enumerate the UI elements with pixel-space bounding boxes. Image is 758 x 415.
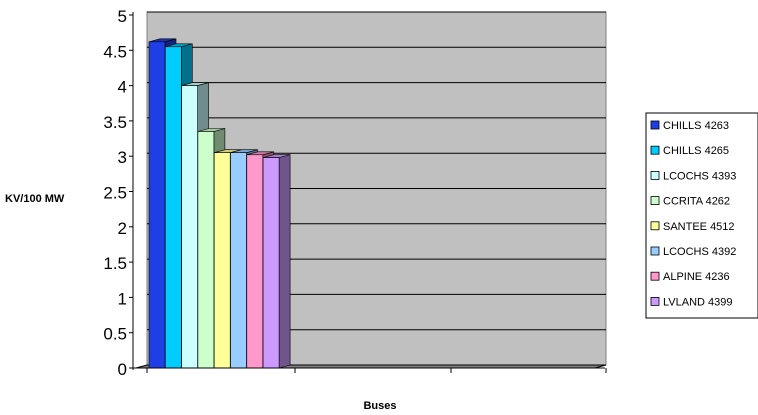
legend-box — [645, 112, 758, 319]
y-axis-title: KV/100 MW — [5, 193, 65, 205]
y-tick-label: 0 — [118, 360, 127, 379]
y-tick-label: 0.5 — [103, 325, 127, 344]
y-tick-label: 3.5 — [103, 113, 127, 132]
legend-label: LCOCHS 4392 — [663, 246, 736, 258]
y-axis: 0 0.5 1 1.5 2 2.5 3 3.5 4 4.5 5 — [103, 7, 607, 379]
legend-label: LCOCHS 4393 — [663, 170, 736, 182]
y-tick-label: 5 — [118, 7, 127, 26]
y-tick-label: 2.5 — [103, 184, 127, 203]
x-axis-title: Buses — [363, 400, 396, 412]
legend-label: CHILLS 4265 — [663, 145, 729, 157]
bar-side — [278, 154, 291, 369]
legend-swatch — [650, 271, 660, 281]
bar-front — [230, 152, 247, 369]
bar-lvland-4399 — [262, 154, 291, 369]
y-tick-label: 1 — [118, 289, 127, 308]
bar-front — [197, 131, 215, 369]
bar-front — [148, 41, 166, 369]
legend-swatch — [650, 120, 660, 130]
bar-front — [262, 157, 280, 369]
legend-swatch — [650, 170, 660, 180]
bar-front — [213, 152, 231, 369]
legend-label: CHILLS 4263 — [663, 120, 729, 132]
y-tick-label: 1.5 — [103, 254, 127, 273]
y-tick-label: 2 — [118, 219, 127, 238]
legend-swatch — [650, 296, 660, 306]
y-tick-label: 4 — [118, 78, 127, 97]
bar-front — [181, 85, 198, 369]
legend-label: LVLAND 4399 — [663, 296, 733, 308]
legend-label: CCRITA 4262 — [663, 196, 730, 208]
bar-front — [246, 154, 264, 369]
legend-label: ALPINE 4236 — [663, 271, 730, 283]
y-tick-label: 3 — [118, 148, 127, 167]
bar-front — [165, 46, 182, 369]
legend-swatch — [650, 221, 660, 231]
y-tick-label: 4.5 — [103, 42, 127, 61]
legend-label: SANTEE 4512 — [663, 221, 735, 233]
plot-area — [135, 11, 607, 369]
legend-swatch — [650, 246, 660, 256]
legend-swatch — [650, 145, 660, 155]
legend-swatch — [650, 196, 660, 206]
legend: CHILLS 4263 CHILLS 4265 LCOCHS 4393 CCRITA … — [645, 112, 758, 319]
